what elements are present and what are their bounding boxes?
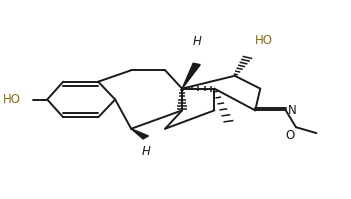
Polygon shape xyxy=(131,129,148,139)
Text: N: N xyxy=(287,104,296,117)
Text: HO: HO xyxy=(3,93,21,106)
Polygon shape xyxy=(182,63,200,89)
Text: HO: HO xyxy=(254,34,272,47)
Text: H: H xyxy=(142,145,151,158)
Text: O: O xyxy=(285,129,294,142)
Text: H: H xyxy=(192,35,201,48)
